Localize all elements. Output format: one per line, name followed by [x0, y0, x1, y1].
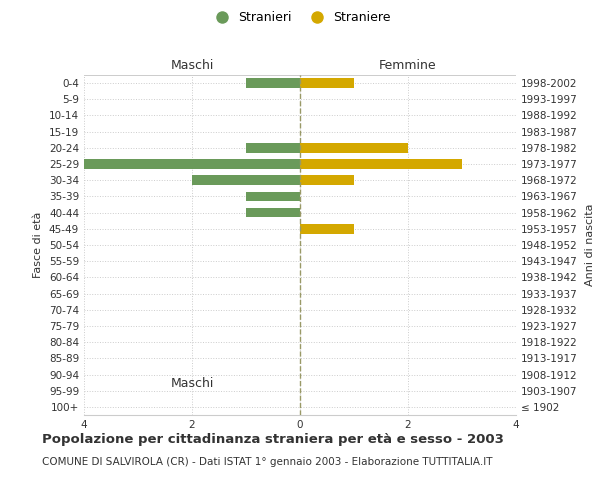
Text: Maschi: Maschi [170, 377, 214, 390]
Bar [300, 143, 408, 152]
Legend: Stranieri, Straniere: Stranieri, Straniere [205, 6, 395, 29]
Bar [300, 224, 354, 234]
Text: Popolazione per cittadinanza straniera per età e sesso - 2003: Popolazione per cittadinanza straniera p… [42, 432, 504, 446]
Text: Maschi: Maschi [170, 59, 214, 72]
Bar [246, 208, 300, 218]
Bar [300, 78, 354, 88]
Bar [84, 159, 300, 169]
Bar [246, 192, 300, 202]
Bar [300, 176, 354, 185]
Bar [246, 143, 300, 152]
Bar [246, 78, 300, 88]
Text: COMUNE DI SALVIROLA (CR) - Dati ISTAT 1° gennaio 2003 - Elaborazione TUTTITALIA.: COMUNE DI SALVIROLA (CR) - Dati ISTAT 1°… [42, 457, 493, 467]
Bar [192, 176, 300, 185]
Bar [300, 159, 462, 169]
Text: Femmine: Femmine [379, 59, 437, 72]
Y-axis label: Anni di nascita: Anni di nascita [584, 204, 595, 286]
Y-axis label: Fasce di età: Fasce di età [34, 212, 43, 278]
